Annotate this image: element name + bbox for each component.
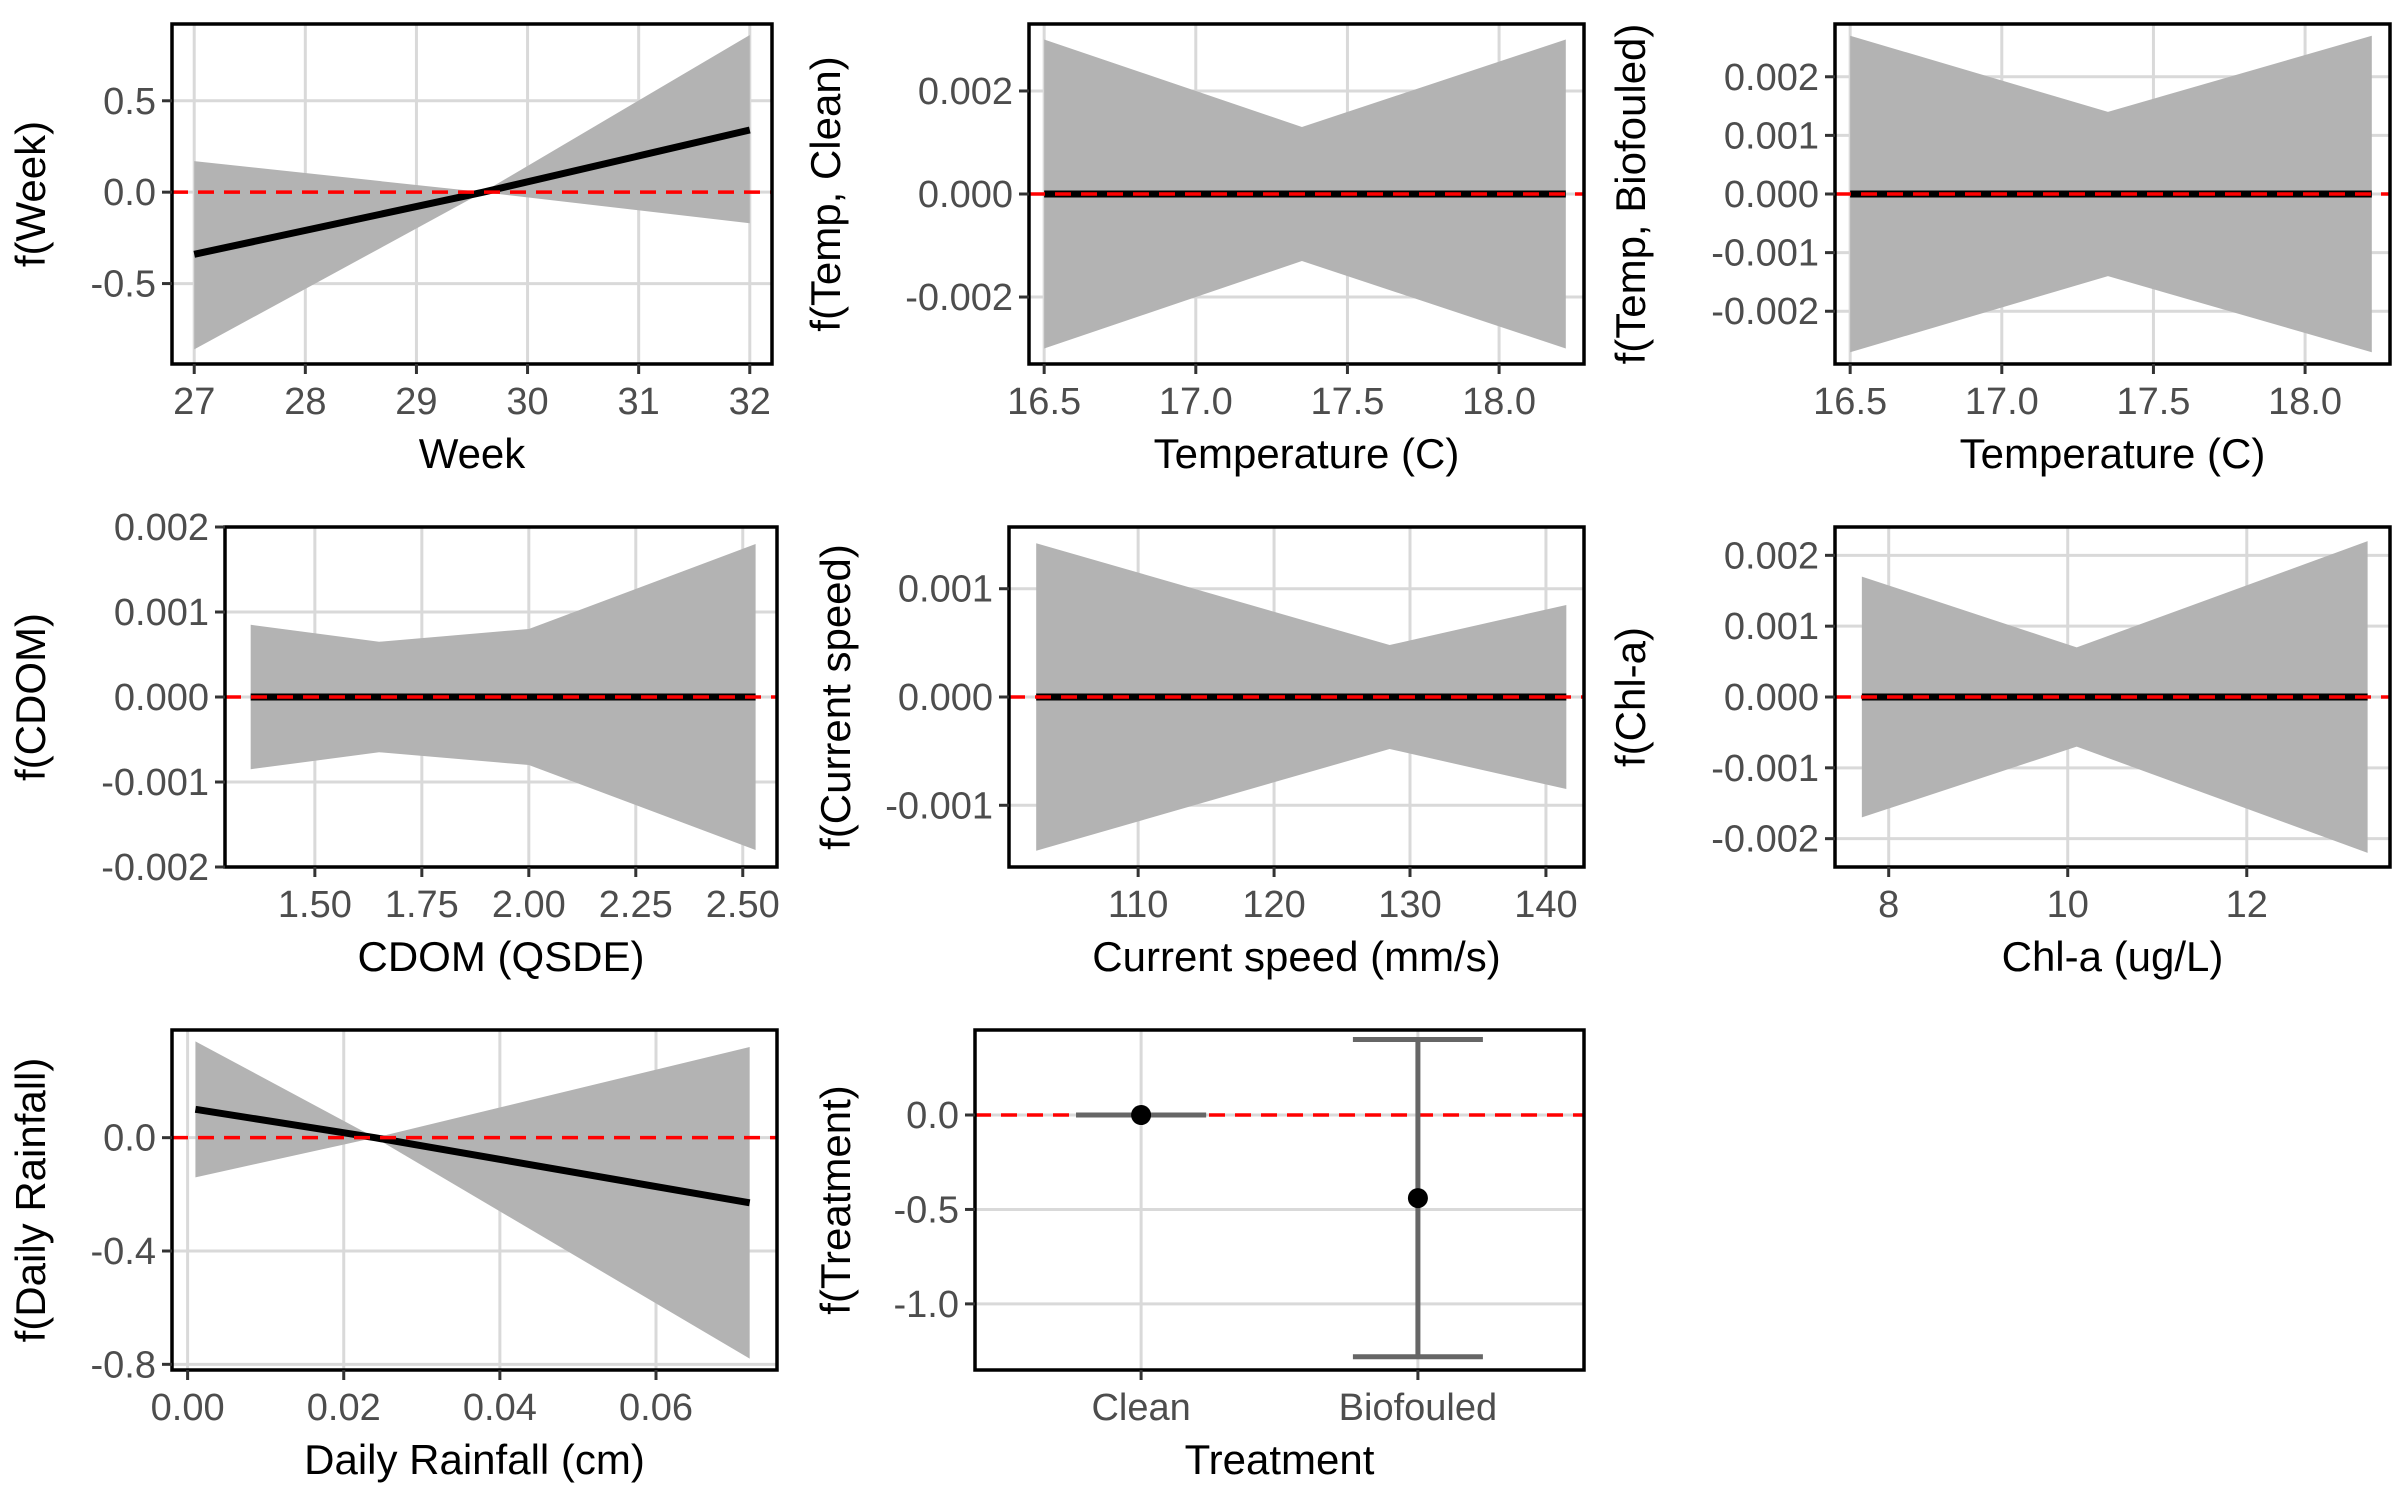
y-tick-label: -0.002	[101, 847, 209, 889]
week-panel: 27 28 29 30 31 32 -0.5 0.0 0.5 Week f(Week)	[7, 22, 774, 477]
fitted-line	[194, 1105, 751, 1207]
y-tick-label: -0.5	[91, 264, 156, 306]
y-tick-label: 0.002	[1724, 535, 1819, 577]
x-tick-label: 17.0	[1159, 381, 1233, 423]
x-tick-label: 0.00	[151, 1387, 225, 1429]
chla-panel: 8 10 12 -0.002 -0.001 0.000 0.001 0.002 Chl-a (u…	[1607, 525, 2392, 980]
y-tick-label: -0.001	[101, 762, 209, 804]
x-tick-label: 140	[1514, 884, 1577, 926]
y-tick-label: -1.0	[894, 1284, 959, 1326]
x-tick-label: 32	[729, 381, 771, 423]
x-tick-label: 10	[2047, 884, 2089, 926]
fitted-line	[193, 126, 751, 258]
x-tick-label: Clean	[1091, 1387, 1190, 1429]
panel-border	[170, 1028, 779, 1372]
y-tick-label: -0.8	[91, 1344, 156, 1386]
grid	[975, 1030, 1584, 1370]
x-axis-title: Treatment	[1185, 1436, 1375, 1483]
y-tick-label: -0.002	[1711, 819, 1819, 861]
x-axis-title: Daily Rainfall (cm)	[304, 1436, 645, 1483]
x-tick-label: 17.0	[1965, 381, 2039, 423]
x-tick-label: 29	[395, 381, 437, 423]
x-tick-label: 0.04	[463, 1387, 537, 1429]
x-tick-label: 16.5	[1007, 381, 1081, 423]
y-tick-label: 0.001	[898, 569, 993, 611]
current-speed-panel: 110 120 130 140 -0.001 0.000 0.001 Current spee…	[812, 525, 1586, 980]
x-tick-label: 2.00	[492, 884, 566, 926]
y-tick-label: 0.002	[1724, 57, 1819, 99]
treatment-panel: Clean Biofouled -1.0 -0.5 0.0 Treatment f(Trea…	[812, 1028, 1586, 1483]
point-clean	[1131, 1105, 1152, 1125]
y-tick-label: -0.001	[1711, 748, 1819, 790]
x-tick-label: 18.0	[2268, 381, 2342, 423]
temp-clean-panel: 16.5 17.0 17.5 18.0 -0.002 0.000 0.002 Temperat…	[802, 22, 1586, 477]
y-axis-title: f(Current speed)	[812, 544, 859, 850]
y-axis-title: f(Chl-a)	[1607, 627, 1654, 767]
x-axis-title: Current speed (mm/s)	[1092, 933, 1500, 980]
y-tick-label: 0.001	[114, 592, 209, 634]
x-tick-label: 17.5	[2116, 381, 2190, 423]
temp-biofouled-panel: 16.5 17.0 17.5 18.0 -0.002 -0.001 0.000 0.001 0.…	[1607, 22, 2392, 477]
y-tick-label: 0.002	[918, 71, 1013, 113]
x-axis-title: Temperature (C)	[1154, 430, 1460, 477]
cdom-panel: 1.50 1.75 2.00 2.25 2.50 -0.002 -0.001 0.000 0.0…	[7, 507, 780, 980]
x-tick-label: 1.50	[278, 884, 352, 926]
x-tick-label: 0.06	[619, 1387, 693, 1429]
y-tick-label: 0.5	[103, 81, 156, 123]
x-tick-label: 0.02	[307, 1387, 381, 1429]
y-tick-label: 0.001	[1724, 606, 1819, 648]
panel-border	[973, 1028, 1586, 1372]
y-tick-label: 0.000	[898, 677, 993, 719]
x-tick-label: 16.5	[1813, 381, 1887, 423]
y-axis-title: f(Daily Rainfall)	[7, 1058, 54, 1343]
x-tick-label: 31	[618, 381, 660, 423]
x-tick-label: 1.75	[385, 884, 459, 926]
y-axis-title: f(Temp, Clean)	[802, 56, 849, 331]
x-tick-label: 27	[173, 381, 215, 423]
y-tick-label: -0.001	[885, 785, 993, 827]
y-tick-label: 0.0	[103, 172, 156, 214]
x-tick-label: 28	[284, 381, 326, 423]
x-tick-label: Biofouled	[1339, 1387, 1497, 1429]
y-tick-label: 0.0	[103, 1118, 156, 1160]
x-tick-label: 120	[1242, 884, 1305, 926]
y-axis-title: f(CDOM)	[7, 613, 54, 781]
rainfall-panel: 0.00 0.02 0.04 0.06 -0.8 -0.4 0.0 Daily Rainfal…	[7, 1028, 779, 1483]
y-tick-label: 0.000	[918, 174, 1013, 216]
y-tick-label: 0.000	[1724, 677, 1819, 719]
x-tick-label: 2.25	[599, 884, 673, 926]
y-axis-title: f(Treatment)	[812, 1085, 859, 1314]
x-tick-label: 12	[2226, 884, 2268, 926]
x-tick-label: 30	[506, 381, 548, 423]
x-tick-label: 110	[1108, 884, 1169, 926]
y-axis-title: f(Temp, Biofouled)	[1607, 24, 1654, 365]
x-tick-label: 17.5	[1310, 381, 1384, 423]
x-axis-title: Chl-a (ug/L)	[2002, 933, 2224, 980]
x-tick-label: 18.0	[1462, 381, 1536, 423]
y-tick-label: 0.001	[1724, 115, 1819, 157]
y-tick-label: 0.000	[114, 677, 209, 719]
y-tick-label: -0.002	[905, 277, 1013, 319]
y-tick-label: -0.4	[91, 1231, 156, 1273]
y-axis-title: f(Week)	[7, 121, 54, 267]
x-tick-label: 130	[1378, 884, 1441, 926]
x-axis-title: Week	[419, 430, 527, 477]
confidence-band	[195, 1041, 750, 1359]
y-tick-label: 0.0	[906, 1095, 959, 1137]
y-tick-label: -0.001	[1711, 233, 1819, 275]
x-tick-label: 2.50	[706, 884, 780, 926]
x-tick-label: 8	[1878, 884, 1899, 926]
x-axis-title: Temperature (C)	[1960, 430, 2266, 477]
y-tick-label: 0.002	[114, 507, 209, 549]
x-axis-title: CDOM (QSDE)	[358, 933, 645, 980]
y-tick-label: -0.5	[894, 1189, 959, 1231]
y-tick-label: -0.002	[1711, 291, 1819, 333]
y-tick-label: 0.000	[1724, 174, 1819, 216]
point-biofouled	[1407, 1188, 1428, 1209]
panel-border	[170, 22, 774, 366]
